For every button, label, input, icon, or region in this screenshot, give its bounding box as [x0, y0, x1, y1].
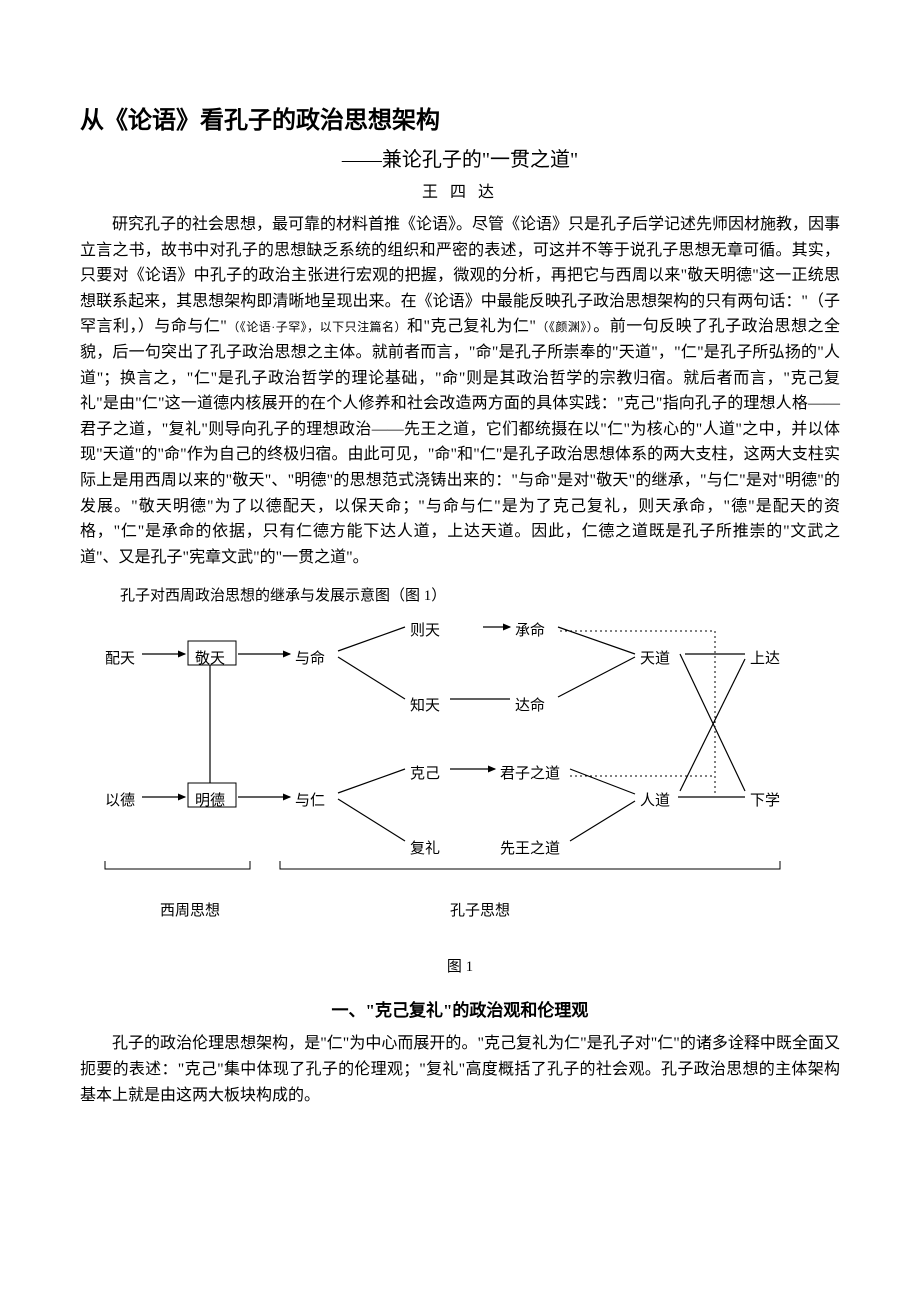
- diagram-svg: [80, 609, 820, 929]
- paragraph-2: 孔子的政治伦理思想架构，是"仁"为中心而展开的。"克己复礼为仁"是孔子对"仁"的…: [80, 1031, 840, 1108]
- diagram-label-junzi: 君子之道: [500, 762, 560, 783]
- diagram-label-yide: 以德: [105, 789, 135, 810]
- article-subtitle: ——兼论孔子的"一贯之道": [80, 143, 840, 172]
- diagram-label-kongzi: 孔子思想: [450, 899, 510, 920]
- p1-mid: 和"克己复礼为仁": [407, 318, 536, 335]
- diagram-label-chengming: 承命: [515, 619, 545, 640]
- figure-caption: 图 1: [80, 955, 840, 976]
- section-1-heading: 一、"克己复礼"的政治观和伦理观: [80, 996, 840, 1021]
- diagram-label-fuli: 复礼: [410, 837, 440, 858]
- diagram-label-xizhou: 西周思想: [160, 899, 220, 920]
- diagram-figure-1: 配天 敬天 与命 则天知天 承命达命 天道 上达以德 明德 与仁 克己复礼 君子之道先王之道 人道 下学…: [80, 609, 820, 949]
- article-author: 王 四 达: [80, 178, 840, 202]
- diagram-label-rendao: 人道: [640, 789, 670, 810]
- diagram-label-peitian: 配天: [105, 647, 135, 668]
- article-title: 从《论语》看孔子的政治思想架构: [80, 100, 840, 135]
- diagram-label-zhitian: 知天: [410, 694, 440, 715]
- figure-title: 孔子对西周政治思想的继承与发展示意图（图 1）: [120, 584, 840, 605]
- diagram-label-zetian: 则天: [410, 619, 440, 640]
- p1-tail: 。前一句反映了孔子政治思想之全貌，后一句突出了孔子政治思想之主体。就前者而言，"…: [80, 318, 840, 565]
- diagram-label-shangda: 上达: [750, 647, 780, 668]
- diagram-label-jingtian: 敬天: [195, 647, 225, 668]
- diagram-label-mingde: 明德: [195, 789, 225, 810]
- diagram-label-tiandao: 天道: [640, 647, 670, 668]
- diagram-label-yuming: 与命: [295, 647, 325, 668]
- p1-citation-1: （《论语·子罕》，以下只注篇名）: [227, 320, 407, 334]
- diagram-label-yuren: 与仁: [295, 789, 325, 810]
- diagram-label-xianwang: 先王之道: [500, 837, 560, 858]
- p1-citation-2: （《颜渊》）: [536, 320, 593, 334]
- diagram-label-daming: 达命: [515, 694, 545, 715]
- diagram-label-xiaxue: 下学: [750, 789, 780, 810]
- paragraph-1: 研究孔子的社会思想，最可靠的材料首推《论语》。尽管《论语》只是孔子后学记述先师因…: [80, 212, 840, 570]
- diagram-label-keji: 克己: [410, 762, 440, 783]
